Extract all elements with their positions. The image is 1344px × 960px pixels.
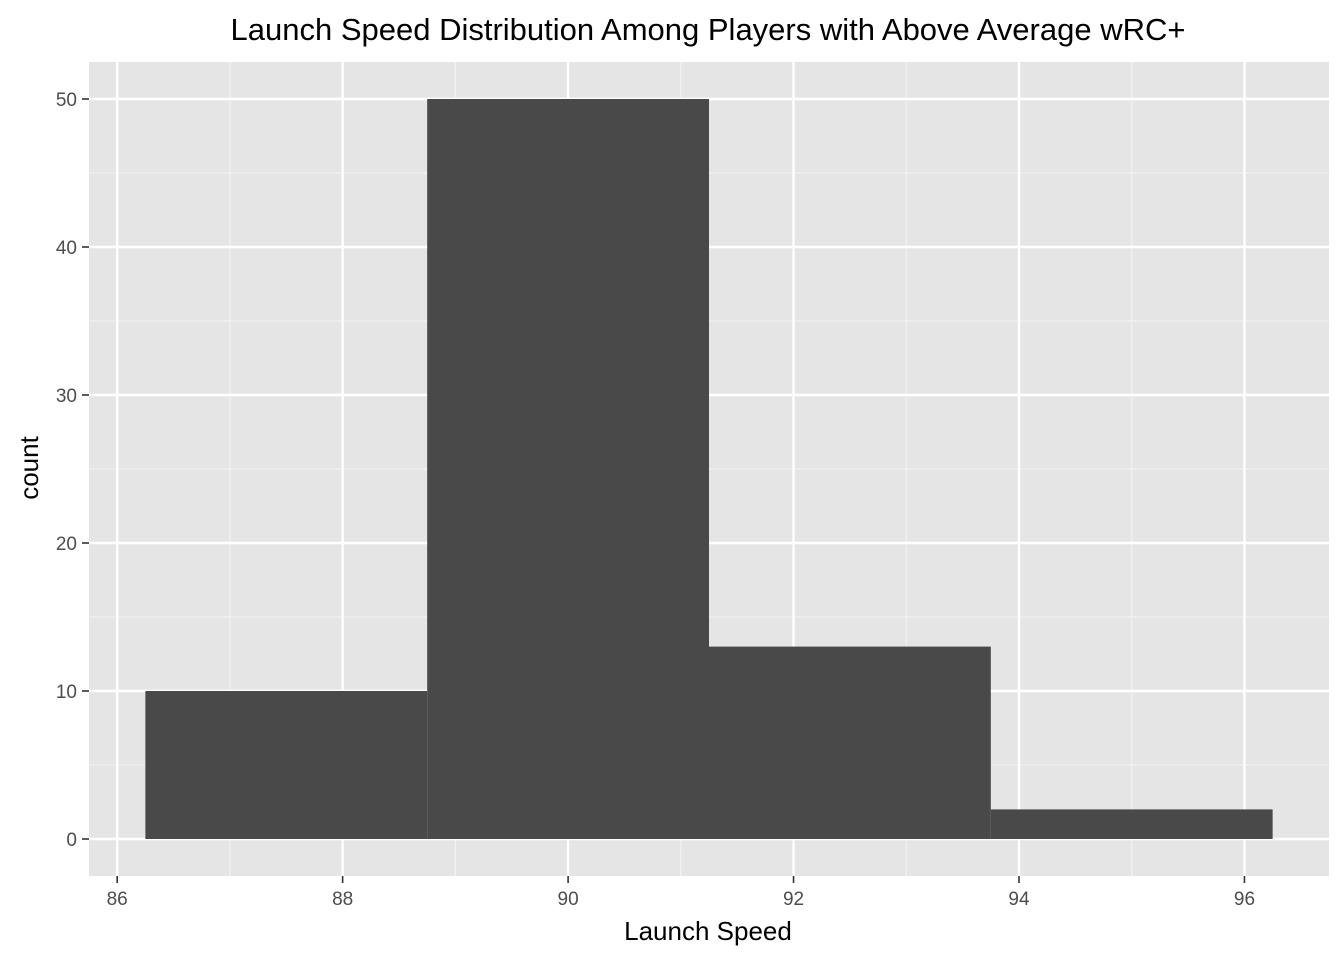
x-tick-label: 92	[783, 889, 804, 910]
x-tick-label: 88	[332, 889, 353, 910]
y-tick-label: 50	[56, 90, 77, 111]
y-axis: 0 10 20 30 40 50	[56, 90, 89, 851]
x-tick-label: 86	[107, 889, 128, 910]
x-axis: 86 88 90 92 94 96	[107, 876, 1255, 910]
histogram-bar	[145, 691, 428, 839]
x-tick-label: 90	[558, 889, 579, 910]
x-tick-label: 94	[1008, 889, 1030, 910]
y-tick-label: 20	[56, 534, 77, 555]
x-axis-title: Launch Speed	[624, 916, 792, 946]
histogram-bars	[145, 99, 1273, 839]
histogram-bar	[427, 99, 709, 839]
y-tick-label: 30	[56, 386, 77, 407]
y-tick-label: 0	[66, 830, 77, 851]
histogram-bar	[990, 809, 1273, 839]
histogram-bar	[709, 646, 991, 839]
y-tick-label: 10	[56, 682, 77, 703]
chart-title: Launch Speed Distribution Among Players …	[231, 12, 1186, 47]
x-tick-label: 96	[1234, 889, 1255, 910]
y-axis-title: count	[14, 435, 44, 499]
y-tick-label: 40	[56, 238, 77, 259]
